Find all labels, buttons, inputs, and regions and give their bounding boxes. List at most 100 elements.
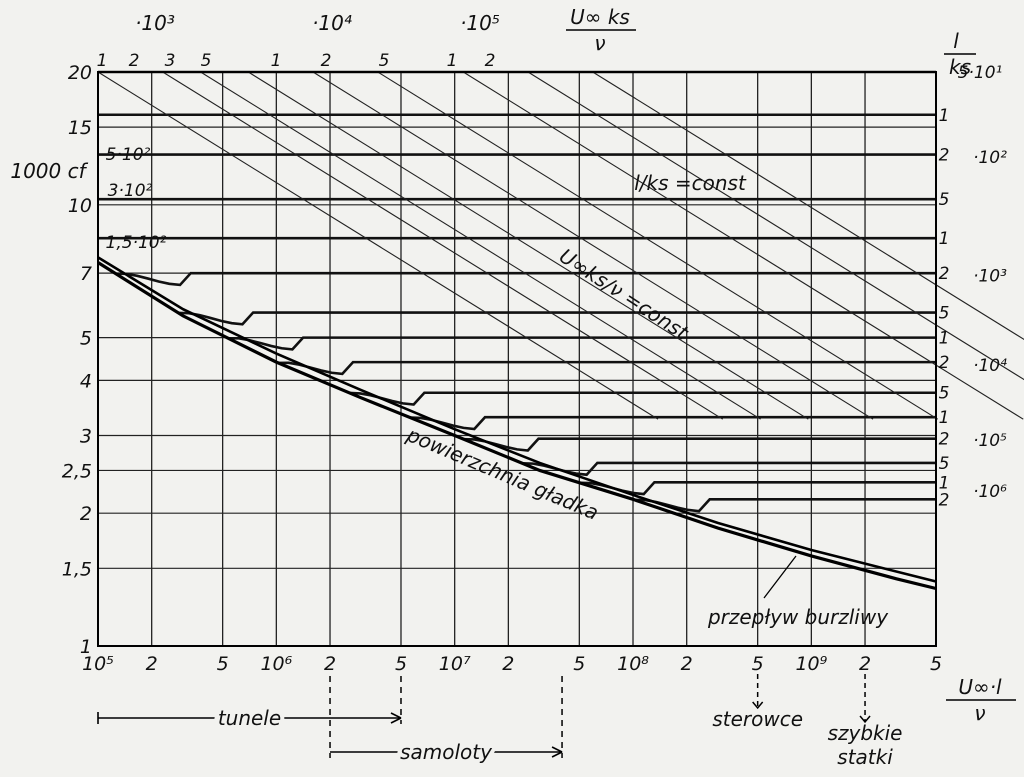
- y-tick-label: 1: [80, 636, 92, 658]
- marker-label-statki: statki: [837, 745, 893, 769]
- range-arrow: [390, 717, 402, 724]
- reks-const-line: [592, 71, 1024, 341]
- right-tick-label: 1: [939, 106, 950, 126]
- marker-arrow: [752, 701, 764, 710]
- reks-const-line: [462, 71, 1024, 420]
- right-group-label: ·10³: [973, 266, 1007, 286]
- reks-const-line: [162, 71, 724, 420]
- reks-const-line: [247, 71, 809, 420]
- x-axis-label-denominator: ν: [974, 701, 985, 725]
- top-tick-label: 2: [129, 51, 140, 71]
- marker-label-sterowce: sterowce: [712, 707, 803, 731]
- top-axis-label-numerator: U∞ ks: [570, 5, 630, 29]
- turbulent-label: przepływ burzliwy: [707, 605, 889, 629]
- x-tick-label: 2: [146, 653, 158, 675]
- right-tick-label: 1: [939, 329, 950, 349]
- top-group-label: ·10⁴: [312, 11, 352, 35]
- y-tick-label: 2,5: [62, 460, 92, 482]
- right-tick-label: 2: [939, 430, 950, 450]
- x-axis-label-numerator: U∞·l: [958, 675, 1002, 699]
- turbulent-pointer: [763, 555, 797, 599]
- right-axis-label-denominator: ks: [949, 55, 971, 79]
- y-tick-label: 5: [80, 328, 92, 350]
- reks-const-line: [200, 71, 761, 420]
- range-arrow: [551, 746, 563, 753]
- right-tick-label: 5: [939, 384, 950, 404]
- reks-const-line: [312, 71, 874, 420]
- top-group-label: ·10³: [135, 11, 175, 35]
- curve-label-150: 1,5·10²: [106, 233, 167, 253]
- top-tick-label: 2: [485, 51, 496, 71]
- right-tick-label: 5: [939, 190, 950, 210]
- top-tick-label: 1: [447, 51, 458, 71]
- curve-label-300: 3·10²: [108, 181, 153, 201]
- lks-const-label: l/ks =const: [634, 171, 747, 195]
- curve-label-500: 5·10²: [106, 145, 151, 165]
- right-tick-label: 2: [939, 146, 950, 166]
- right-top-label: 5·10¹: [958, 63, 1003, 83]
- right-tick-label: 5: [939, 304, 950, 324]
- top-tick-label: 1: [271, 51, 282, 71]
- marker-arrow: [859, 715, 871, 724]
- y-tick-label: 20: [68, 62, 92, 84]
- reks-const-line: [377, 71, 939, 420]
- x-tick-label: 5: [217, 653, 229, 675]
- y-tick-label: 10: [68, 195, 92, 217]
- range-arrow: [390, 712, 402, 719]
- y-tick-label: 7: [80, 263, 92, 285]
- x-tick-label: 2: [502, 653, 514, 675]
- lks-const-curve: [522, 461, 936, 477]
- lks-const-curve: [349, 391, 936, 406]
- top-tick-label: 5: [379, 51, 390, 71]
- lks-const-curve: [228, 336, 936, 351]
- right-tick-label: 1: [939, 473, 950, 493]
- right-tick-label: 1: [939, 408, 950, 428]
- top-tick-label: 3: [165, 51, 176, 71]
- x-tick-label: 10⁸: [617, 653, 649, 675]
- lks-const-curve: [178, 311, 936, 326]
- right-group-label: ·10²: [973, 148, 1007, 168]
- x-tick-label: 5: [930, 653, 942, 675]
- x-tick-label: 2: [681, 653, 693, 675]
- x-tick-label: 2: [324, 653, 336, 675]
- lks-const-curve: [115, 271, 936, 287]
- top-tick-label: 2: [321, 51, 332, 71]
- y-tick-label: 1,5: [62, 558, 92, 580]
- lks-const-curve: [410, 415, 936, 431]
- right-tick-label: 2: [939, 264, 950, 284]
- top-tick-label: 1: [97, 51, 108, 71]
- x-tick-label: 10⁹: [795, 653, 827, 675]
- top-axis-label-denominator: ν: [594, 31, 605, 55]
- range-arrow: [551, 751, 563, 758]
- x-tick-label: 5: [395, 653, 407, 675]
- right-tick-label: 5: [939, 454, 950, 474]
- x-tick-label: 10⁶: [260, 653, 292, 675]
- y-tick-label: 15: [68, 117, 92, 139]
- right-tick-label: 1: [939, 229, 950, 249]
- right-group-label: ·10⁵: [973, 431, 1007, 451]
- reks-const-line: [527, 71, 1024, 381]
- y-tick-label: 2: [80, 503, 92, 525]
- x-tick-label: 2: [859, 653, 871, 675]
- series-line: [97, 261, 937, 591]
- top-tick-label: 5: [201, 51, 212, 71]
- right-group-label: ·10⁶: [973, 482, 1007, 502]
- y-tick-label: 4: [80, 370, 92, 392]
- right-group-label: ·10⁴: [973, 356, 1007, 376]
- top-group-label: ·10⁵: [460, 11, 500, 35]
- lks-const-curve: [278, 360, 936, 376]
- x-tick-label: 5: [752, 653, 764, 675]
- x-tick-label: 10⁷: [439, 653, 471, 675]
- marker-label-szybkie: szybkie: [828, 721, 903, 745]
- y-axis-label: 1000 cf: [10, 159, 88, 183]
- right-tick-label: 2: [939, 353, 950, 373]
- range-label: tunele: [218, 706, 281, 730]
- axes: [97, 71, 937, 647]
- x-tick-label: 10⁵: [82, 653, 114, 675]
- right-axis-label-numerator: l: [953, 29, 959, 53]
- right-tick-label: 2: [939, 490, 950, 510]
- series-line: [97, 256, 937, 583]
- reks-const-line: [97, 71, 659, 420]
- range-label: samoloty: [400, 740, 493, 764]
